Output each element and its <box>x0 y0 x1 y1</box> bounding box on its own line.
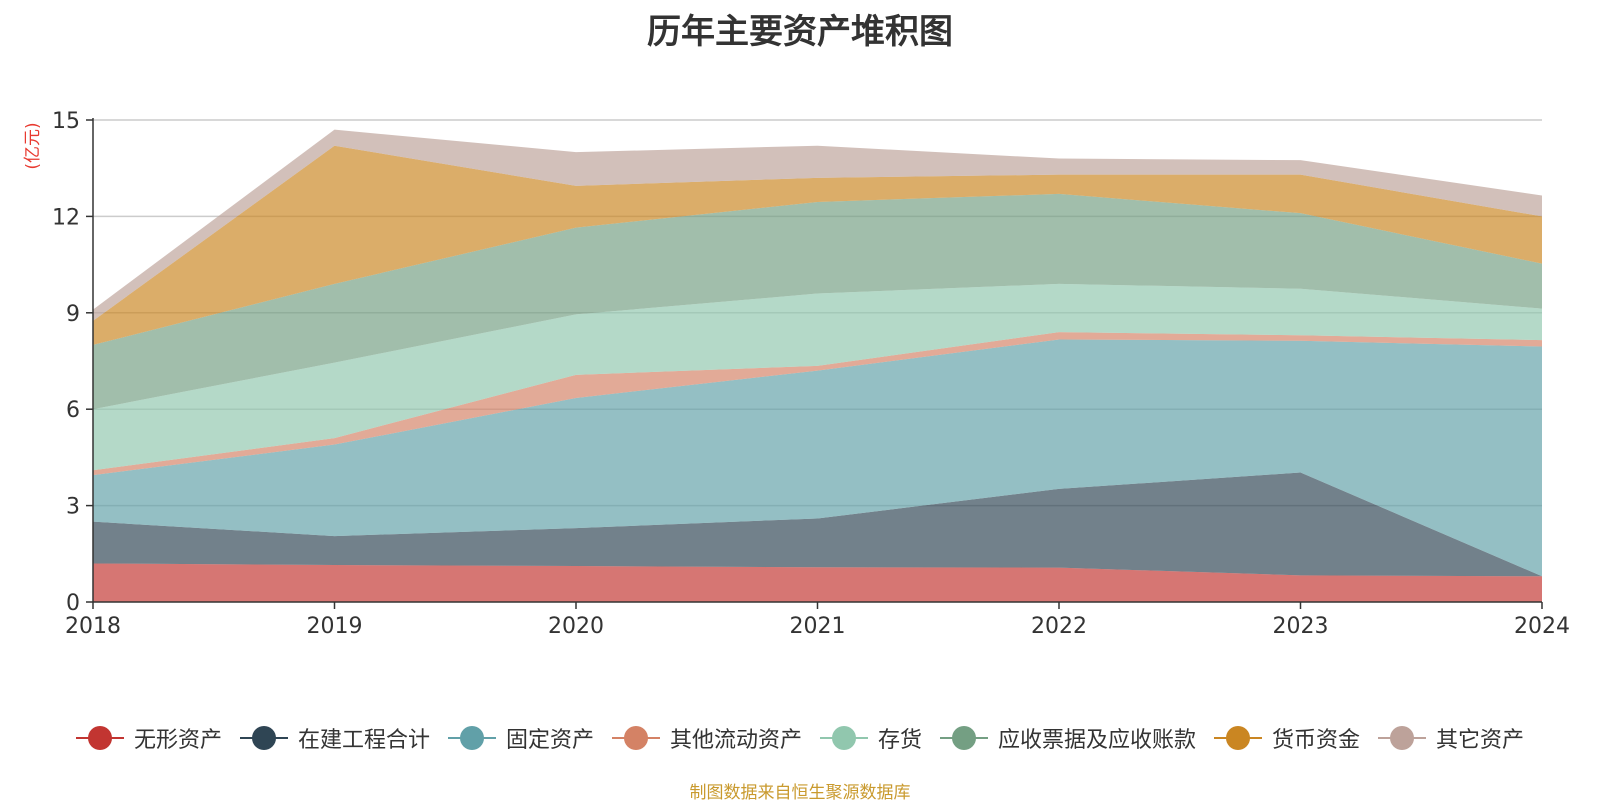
legend-item[interactable]: 货币资金 <box>1214 722 1360 754</box>
y-tick-label: 3 <box>66 495 80 520</box>
legend-marker-icon <box>447 726 496 750</box>
legend-item[interactable]: 无形资产 <box>75 722 222 754</box>
chart-legend: 无形资产 在建工程合计 固定资产 其他流动资产 存货 应收票据及应收账款 货币资金 其它资产 <box>0 718 1600 758</box>
legend-item[interactable]: 固定资产 <box>447 722 594 754</box>
x-tick-label: 2022 <box>1031 614 1087 639</box>
legend-marker-icon <box>940 726 989 750</box>
area-其它资产 <box>93 129 1542 321</box>
legend-item[interactable]: 其他流动资产 <box>611 722 802 754</box>
legend-label: 其他流动资产 <box>669 728 802 753</box>
legend-label: 其它资产 <box>1436 728 1525 753</box>
legend-label: 存货 <box>878 728 923 753</box>
x-tick-label: 2023 <box>1273 614 1329 639</box>
area-固定资产 <box>93 339 1542 577</box>
legend-item[interactable]: 存货 <box>820 722 922 754</box>
legend-item[interactable]: 在建工程合计 <box>239 722 430 754</box>
x-tick-label: 2021 <box>790 614 846 639</box>
y-axis-unit-label: (亿元) <box>23 122 43 169</box>
y-tick-label: 15 <box>52 109 80 134</box>
legend-item[interactable]: 应收票据及应收账款 <box>940 722 1196 754</box>
y-tick-label: 12 <box>52 205 80 230</box>
area-应收票据及应收账款 <box>93 193 1542 410</box>
x-tick-label: 2020 <box>548 614 604 639</box>
stacked-area-chart: 0 3 6 9 12 15 2018 2019 2020 2021 2022 2023 2024 (亿元) <box>23 109 1570 639</box>
data-source-note: 制图数据来自恒生聚源数据库 <box>689 783 911 803</box>
area-存货 <box>93 283 1542 471</box>
legend-marker-icon <box>1214 726 1263 750</box>
legend-marker-icon <box>1378 726 1427 750</box>
legend-label: 无形资产 <box>133 728 222 753</box>
legend-marker-icon <box>239 726 288 750</box>
x-tick-label: 2018 <box>65 614 121 639</box>
legend-label: 固定资产 <box>505 728 594 753</box>
y-tick-label: 9 <box>66 302 80 327</box>
y-tick-label: 0 <box>66 591 80 616</box>
area-无形资产 <box>93 563 1542 602</box>
legend-label: 货币资金 <box>1272 728 1361 753</box>
legend-marker-icon <box>75 726 124 750</box>
legend-label: 应收票据及应收账款 <box>998 728 1197 753</box>
legend-item[interactable]: 其它资产 <box>1378 722 1524 754</box>
legend-marker-icon <box>820 726 868 750</box>
area-在建工程合计 <box>93 472 1542 577</box>
chart-title: 历年主要资产堆积图 <box>647 12 953 52</box>
x-tick-label: 2019 <box>307 614 363 639</box>
area-货币资金 <box>93 145 1542 345</box>
y-tick-label: 6 <box>66 398 80 423</box>
legend-marker-icon <box>611 726 660 750</box>
x-tick-label: 2024 <box>1514 614 1570 639</box>
legend-label: 在建工程合计 <box>297 728 430 753</box>
